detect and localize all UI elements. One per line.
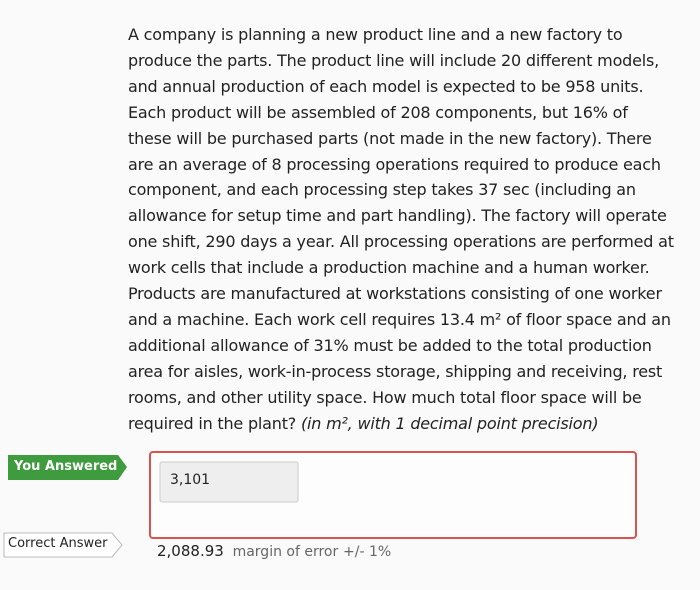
question-line: required in the plant? (in m², with 1 de… (128, 411, 674, 437)
question-hint: (in m², with 1 decimal point precision) (300, 413, 599, 433)
question-line: Each product will be assembled of 208 co… (128, 102, 628, 122)
question-line: and a machine. Each work cell requires 1… (128, 309, 671, 329)
question: A company is planning a new product line… (128, 22, 674, 437)
question-line: and annual production of each model is e… (128, 76, 644, 96)
margin-note: margin of error (232, 544, 339, 560)
question-line: rooms, and other utility space. How much… (128, 387, 642, 407)
question-line: one shift, 290 days a year. All processi… (128, 232, 674, 252)
question-line: these will be purchased parts (not made … (128, 128, 652, 148)
question-line: are an average of 8 processing operation… (128, 154, 661, 174)
question-line: allowance for setup time and part handli… (128, 206, 667, 226)
correct-answer-label: Correct Answer (8, 536, 108, 551)
question-line: work cells that include a production mac… (128, 258, 650, 278)
answered-value: 3,101 (170, 472, 211, 488)
you-answered-label: You Answered (14, 459, 118, 474)
correct-answer-tag (3, 532, 123, 558)
question-line: Products are manufactured at workstation… (128, 284, 662, 304)
correct-value: 2,088.93 (157, 542, 224, 560)
answer-input (159, 461, 299, 503)
question-line: component, and each processing step take… (128, 180, 636, 200)
correct-answer-row: 2,088.93 margin of error +/- 1% (157, 542, 391, 560)
tolerance: +/- 1% (343, 544, 392, 560)
question-text: required in the plant? (128, 413, 297, 433)
question-line: A company is planning a new product line… (128, 25, 623, 44)
question-line: additional allowance of 31% must be adde… (128, 335, 652, 355)
question-line: area for aisles, work-in-process storage… (128, 361, 663, 381)
you-answered-tag (8, 455, 127, 480)
question-line: produce the parts. The product line will… (128, 50, 660, 70)
